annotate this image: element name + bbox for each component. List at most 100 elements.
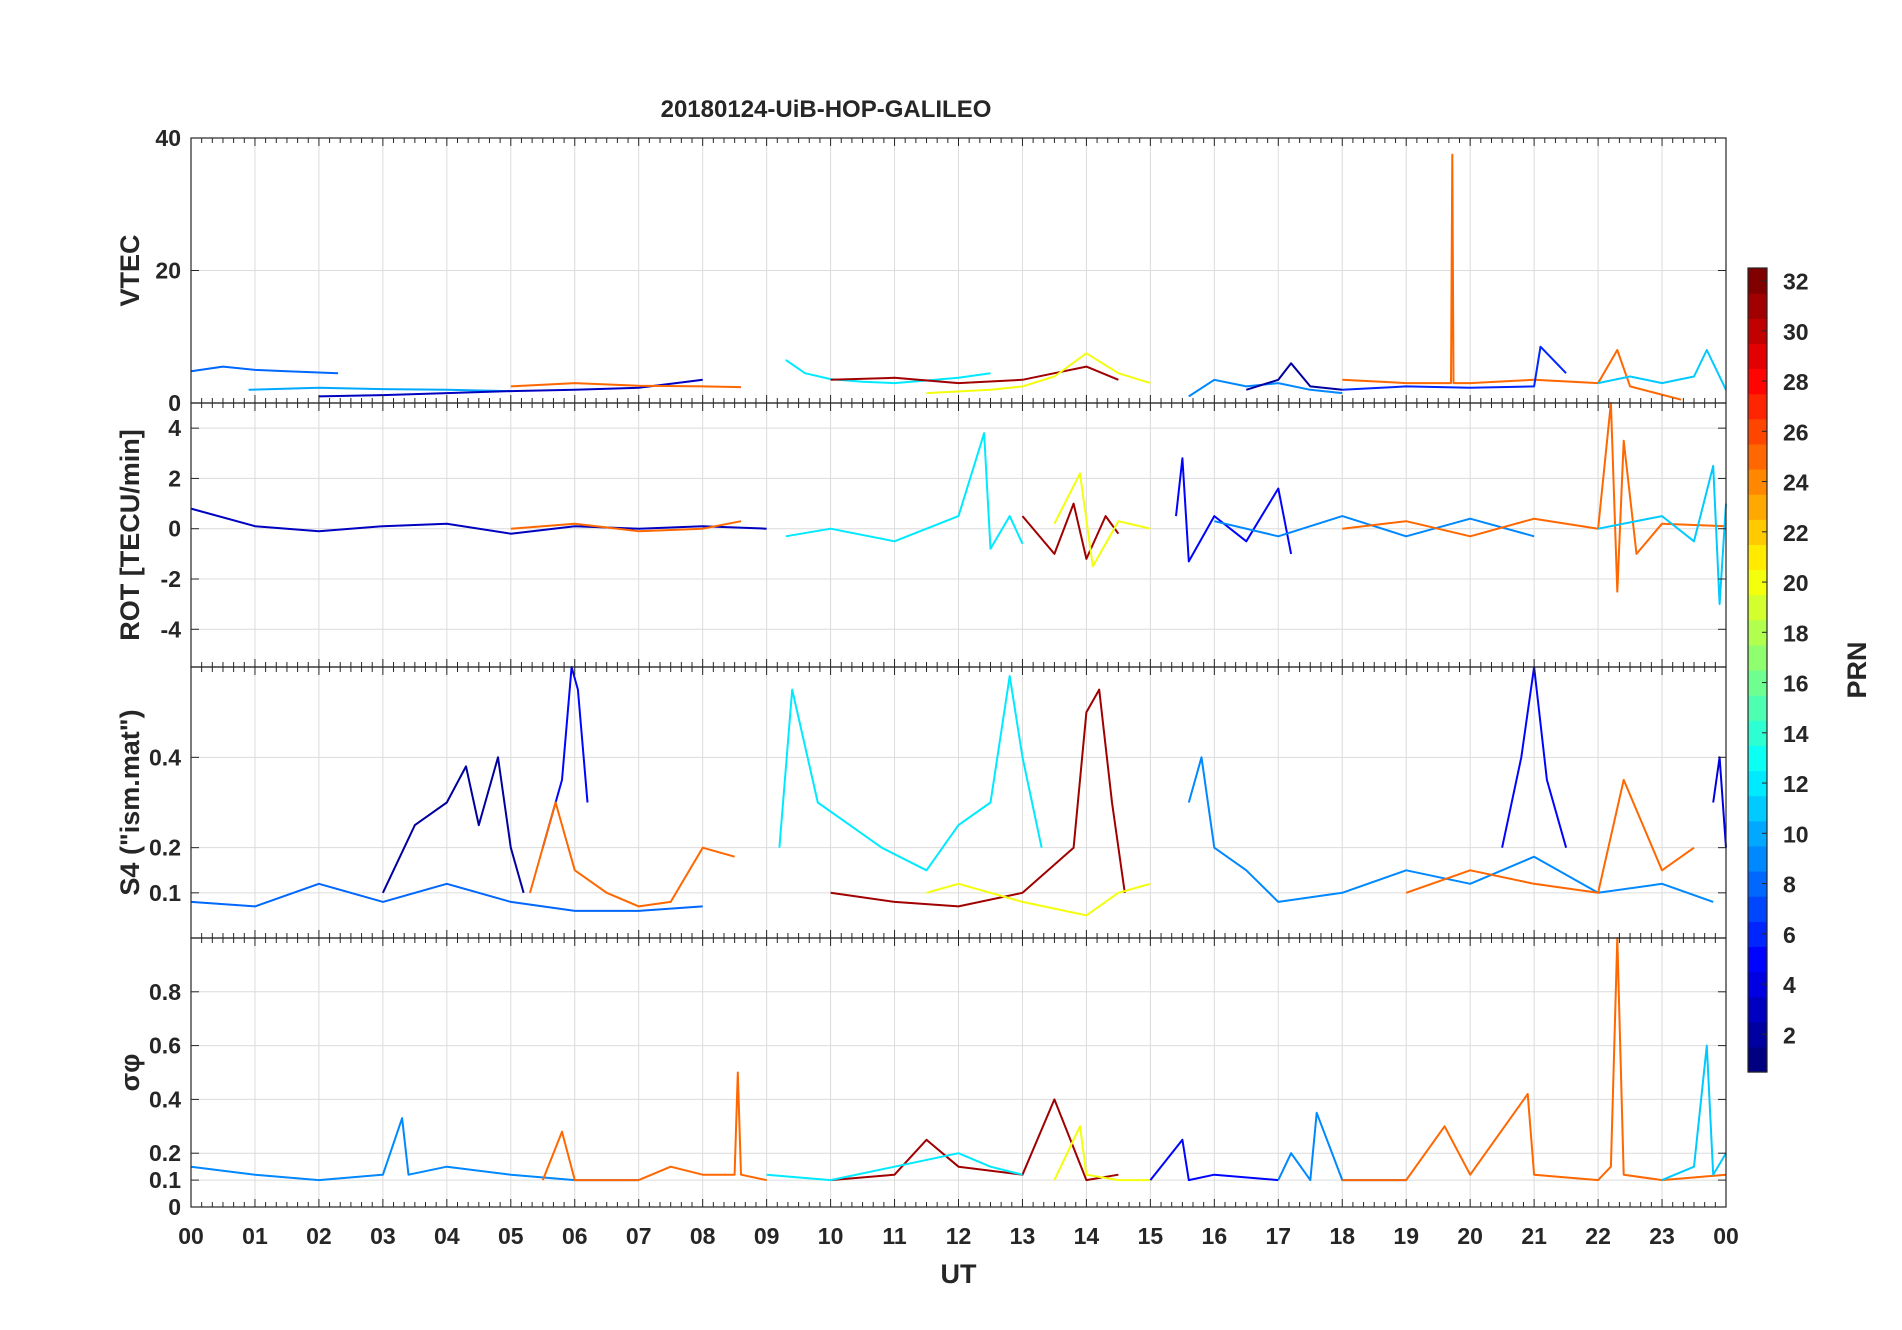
x-tick-label: 09 (754, 1223, 780, 1249)
y-tick-label: 0.8 (149, 979, 181, 1005)
series-line-prn-31 (830, 365, 1119, 385)
colorbar-tick-label: 4 (1783, 972, 1796, 998)
y-tick-label: 2 (168, 465, 181, 491)
colorbar-tick-label: 24 (1783, 470, 1809, 496)
colorbar-segment (1748, 293, 1767, 319)
y-tick-label: 20 (155, 258, 181, 284)
colorbar-segment (1748, 670, 1767, 696)
y-tick-label: 0.4 (149, 744, 181, 770)
colorbar-segment (1748, 343, 1767, 370)
x-tick-label: 10 (818, 1223, 844, 1249)
x-tick-label: 08 (690, 1223, 716, 1249)
colorbar-segment (1748, 1021, 1767, 1048)
colorbar-segment (1748, 971, 1767, 998)
series-line-prn-11 (1661, 1044, 1727, 1182)
x-tick-label: 18 (1329, 1223, 1355, 1249)
series-line-prn-25 (1405, 778, 1695, 894)
colorbar-tick-label: 12 (1783, 771, 1809, 797)
colorbar-segment (1748, 770, 1767, 797)
colorbar-tick-label: 10 (1783, 821, 1809, 847)
x-tick-label: 15 (1138, 1223, 1164, 1249)
x-tick-label: 03 (370, 1223, 396, 1249)
colorbar-segment (1748, 820, 1767, 847)
colorbar-segment (1748, 996, 1767, 1023)
series-line-prn-12 (785, 359, 991, 385)
series-line-prn-25 (529, 801, 735, 908)
colorbar-tick-label: 22 (1783, 520, 1809, 546)
series-line-prn-3 (190, 507, 767, 535)
colorbar-tick-label: 16 (1783, 671, 1809, 697)
y-axis-label: σφ (115, 1054, 145, 1092)
series-line-prn-25 (510, 520, 742, 533)
y-tick-label: 0 (168, 516, 181, 542)
series-line-prn-9 (1214, 515, 1535, 538)
x-tick-label: 17 (1265, 1223, 1291, 1249)
colorbar-tick-label: 28 (1783, 369, 1809, 395)
colorbar-segment (1748, 393, 1767, 420)
series-line-prn-8 (190, 365, 339, 375)
y-axis-label: ROT [TECU/min] (115, 429, 145, 640)
colorbar-segment (1748, 946, 1767, 973)
series-line-prn-25 (541, 1071, 767, 1182)
x-tick-label: 12 (946, 1223, 972, 1249)
colorbar-label: PRN (1842, 641, 1872, 698)
series-line-prn-11 (1597, 464, 1727, 606)
panel-rot: -4 -2 0 2 4 ROT [TECU/min] (115, 402, 1727, 668)
colorbar-segment (1748, 544, 1767, 571)
series-line-prn-6 (1342, 345, 1567, 391)
x-tick-label: 22 (1585, 1223, 1611, 1249)
colorbar-tick-label: 2 (1783, 1022, 1796, 1048)
series-line-prn-20 (1053, 472, 1151, 568)
colorbar-segment (1748, 644, 1767, 671)
x-tick-label: 20 (1457, 1223, 1483, 1249)
series-line-prn-10 (248, 386, 511, 393)
series-line-prn-25 (1342, 937, 1727, 1182)
series-line-prn-9 (1187, 756, 1714, 903)
colorbar-segment (1748, 594, 1767, 621)
x-tick-label: 04 (434, 1223, 460, 1249)
y-tick-label: -2 (161, 566, 181, 592)
colorbar-segment (1748, 795, 1767, 822)
x-tick-label: 07 (626, 1223, 652, 1249)
x-axis-label: UT (941, 1259, 977, 1289)
y-tick-label: 4 (168, 415, 181, 441)
series-line-prn-2 (1246, 362, 1343, 391)
colorbar-segment (1748, 469, 1767, 495)
x-tick-label: 05 (498, 1223, 524, 1249)
y-tick-label: 40 (155, 125, 181, 151)
series-line-prn-20 (926, 352, 1151, 395)
series-line-prn-25 (1342, 153, 1682, 401)
y-tick-label: 0 (168, 1194, 181, 1220)
colorbar-tick-label: 18 (1783, 620, 1809, 646)
series-line-prn-12 (766, 1152, 1023, 1182)
y-tick-label: 0 (168, 390, 181, 416)
y-tick-label: 0.2 (149, 1140, 181, 1166)
colorbar-segment (1748, 494, 1767, 520)
colorbar-tick-label: 8 (1783, 872, 1796, 898)
y-tick-label: 0.2 (149, 835, 181, 861)
y-tick-label: 0.4 (149, 1086, 181, 1112)
colorbar-tick-label: 32 (1783, 269, 1809, 295)
colorbar-segment (1748, 268, 1767, 294)
x-tick-label: 06 (562, 1223, 588, 1249)
y-tick-label: 0.1 (149, 880, 181, 906)
x-tick-label: 13 (1010, 1223, 1036, 1249)
x-tick-label: 14 (1074, 1223, 1100, 1249)
colorbar-tick-label: 14 (1783, 721, 1809, 747)
x-tick-label: 16 (1202, 1223, 1228, 1249)
series-line-prn-31 (1021, 502, 1120, 560)
colorbar-tick-label: 20 (1783, 570, 1809, 596)
x-tick-label: 11 (882, 1223, 907, 1249)
series-line-prn-20 (926, 882, 1151, 917)
colorbar-segment (1748, 720, 1767, 746)
series-line-prn-31 (830, 1098, 1119, 1182)
series-line-prn-12 (785, 432, 1024, 550)
colorbar-segment (1748, 418, 1767, 445)
chart-title: 20180124-UiB-HOP-GALILEO (661, 96, 992, 123)
y-axis-label: S4 ("ism.mat") (115, 709, 145, 895)
colorbar-segment (1748, 443, 1767, 470)
colorbar-segment (1748, 896, 1767, 922)
series-line-prn-25 (510, 382, 742, 389)
y-tick-label: 0.6 (149, 1033, 181, 1059)
